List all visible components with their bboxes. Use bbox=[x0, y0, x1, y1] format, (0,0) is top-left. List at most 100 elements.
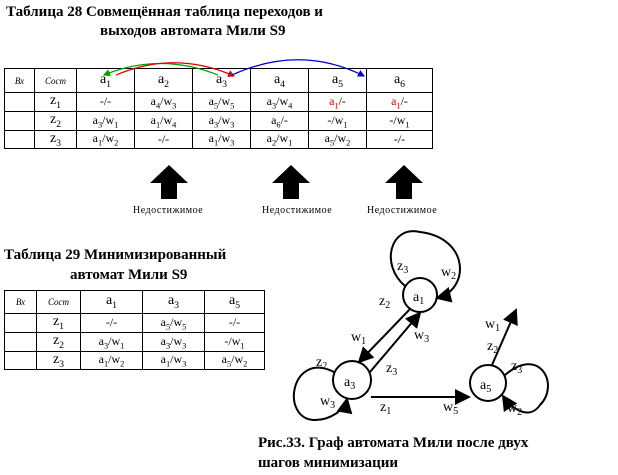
table-cell: a1/w2 bbox=[92, 131, 119, 148]
equivalence-arcs bbox=[102, 59, 366, 77]
loop-a1 bbox=[389, 230, 461, 303]
figure-caption-line1: Рис.33. Граф автомата Мили после двух bbox=[258, 435, 529, 451]
state-label: a3 bbox=[167, 293, 180, 311]
edge-label: z2 bbox=[487, 339, 498, 356]
state-label: a3 bbox=[215, 71, 228, 90]
table-cell: a1/w2 bbox=[98, 352, 125, 369]
table28-header-state: Сост bbox=[34, 68, 77, 93]
table-cell: a1/w3 bbox=[208, 131, 235, 148]
table28-row-z3: z3 a1/w2 -/- a1/w3 a2/w1 a5/w2 -/- bbox=[4, 129, 433, 150]
node-a3 bbox=[332, 360, 372, 400]
table29-title-line1: Таблица 29 Минимизированный bbox=[4, 247, 227, 263]
edge-a3-a1 bbox=[369, 311, 422, 373]
mealy-graph: a1 a3 a5 z3 w2 z2 w1 w3 z2 z3 w3 z1 w5 w… bbox=[292, 230, 549, 422]
table-cell: a5/w5 bbox=[208, 93, 235, 111]
state-label: a5 bbox=[228, 293, 241, 311]
table28-row-z2: z2 a3/w1 a1/w4 a3/w3 a6/- -/w1 -/w1 bbox=[4, 110, 433, 131]
table-cell: -/- bbox=[105, 315, 118, 330]
table29-title-line2: автомат Мили S9 bbox=[70, 267, 188, 283]
node-a5 bbox=[469, 364, 507, 402]
arc-blue bbox=[231, 59, 366, 77]
table29-row-z2: z2 a3/w1 a3/w3 -/w1 bbox=[4, 331, 265, 352]
input-label: z1 bbox=[34, 92, 77, 112]
node-label-a1: a1 bbox=[413, 290, 424, 307]
edge-label: z2 bbox=[316, 355, 327, 372]
state-label: a1 bbox=[99, 71, 112, 90]
unreachable-note: Недостижимое bbox=[367, 205, 438, 216]
table-cell: a5/w2 bbox=[221, 352, 248, 369]
table28-header-input: Вх bbox=[4, 68, 35, 93]
up-arrow-icon bbox=[385, 165, 423, 199]
table29-header-state: Сост bbox=[36, 290, 81, 314]
table-cell: a1/w4 bbox=[150, 112, 177, 129]
edge-label: w3 bbox=[414, 328, 429, 345]
edge-label: w1 bbox=[485, 317, 500, 334]
input-symbol: z3 bbox=[49, 130, 62, 149]
unreachable-note: Недостижимое bbox=[133, 205, 204, 216]
edge-a5-out bbox=[491, 308, 518, 366]
edge-label: w2 bbox=[507, 401, 522, 418]
edge-label: w1 bbox=[351, 330, 366, 347]
table-cell: -/w1 bbox=[224, 333, 245, 350]
state-label: a6 bbox=[393, 71, 406, 90]
state-label: a2 bbox=[157, 71, 170, 90]
input-symbol: z2 bbox=[49, 111, 62, 130]
unreachable-note: Недостижимое bbox=[262, 205, 333, 216]
state-label: a4 bbox=[273, 71, 286, 90]
figure-caption-line2: шагов минимизации bbox=[258, 455, 399, 471]
table-cell: -/- bbox=[393, 131, 406, 146]
up-arrow-icon bbox=[150, 165, 188, 199]
table-cell: a1/w3 bbox=[160, 352, 187, 369]
input-symbol: z1 bbox=[52, 314, 65, 332]
input-symbol: z3 bbox=[52, 351, 65, 370]
table28-state-a6: a6 bbox=[366, 68, 433, 93]
edge-a1-a3 bbox=[357, 308, 411, 364]
edge-label: w5 bbox=[443, 400, 458, 417]
table-cell: a3/w3 bbox=[208, 112, 235, 129]
table29-header-input: Вх bbox=[4, 290, 37, 314]
state-label: a1 bbox=[105, 293, 118, 311]
table28-title-line2: выходов автомата Мили S9 bbox=[100, 23, 286, 39]
table-cell: -/w1 bbox=[327, 112, 348, 129]
table-cell: -/- bbox=[157, 131, 170, 146]
edge-label: z3 bbox=[511, 359, 522, 376]
table-cell: a5/w5 bbox=[160, 314, 187, 332]
table-cell: a3/w1 bbox=[98, 333, 125, 350]
table-cell: a4/w3 bbox=[150, 93, 177, 111]
table-cell: -/w1 bbox=[389, 112, 410, 129]
table28-title-line1: Таблица 28 Совмещённая таблица переходов… bbox=[6, 4, 323, 20]
arc-red bbox=[115, 62, 236, 77]
table-cell: a5/w2 bbox=[324, 131, 351, 148]
table-cell: a6/- bbox=[271, 112, 288, 129]
table-cell: a3/w3 bbox=[160, 333, 187, 350]
edge-label: z3 bbox=[397, 259, 408, 276]
table-cell: a1/- bbox=[391, 93, 408, 111]
table-cell: a1/- bbox=[329, 93, 346, 111]
table-cell: a3/w4 bbox=[266, 93, 293, 111]
table-cell: -/- bbox=[99, 94, 112, 109]
edge-label: z1 bbox=[380, 400, 391, 417]
input-symbol: z1 bbox=[49, 93, 62, 111]
loop-a3 bbox=[292, 366, 353, 422]
node-label-a5: a5 bbox=[480, 378, 491, 395]
state-label: a5 bbox=[331, 71, 344, 90]
node-label-a3: a3 bbox=[344, 375, 355, 392]
table28-state-a1: a1 bbox=[76, 68, 135, 93]
edge-label: w2 bbox=[441, 265, 456, 282]
up-arrow-icon bbox=[272, 165, 310, 199]
table28-state-a4: a4 bbox=[250, 68, 309, 93]
table29-row-z1: z1 -/- a5/w5 -/- bbox=[4, 313, 265, 333]
table-cell: a2/w1 bbox=[266, 131, 293, 148]
edge-label: z2 bbox=[379, 294, 390, 311]
table28-row-z1: z1 -/- a4/w3 a5/w5 a3/w4 a1/- a1/- bbox=[4, 92, 433, 112]
input-symbol: z2 bbox=[52, 332, 65, 351]
table29-row-z3: z3 a1/w2 a1/w3 a5/w2 bbox=[4, 350, 265, 371]
edge-label: z3 bbox=[386, 361, 397, 378]
table28: Вх Сост a1 a2 a3 a4 a5 a6 z1 -/- a4/w3 a… bbox=[4, 68, 433, 150]
table-cell: a3/w1 bbox=[92, 112, 119, 129]
table28-state-a3: a3 bbox=[192, 68, 251, 93]
table29: Вх Сост a1 a3 a5 z1 -/- a5/w5 -/- z2 a3/… bbox=[4, 290, 265, 371]
table-cell: -/- bbox=[228, 315, 241, 330]
edge-label: w3 bbox=[320, 394, 335, 411]
loop-a5 bbox=[501, 363, 549, 414]
